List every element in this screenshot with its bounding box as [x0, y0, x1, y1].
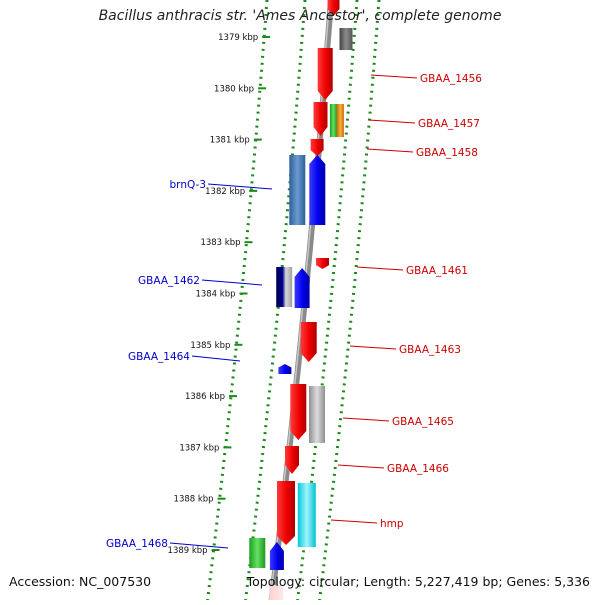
kbp-tick-label: 1386 kbp: [185, 392, 225, 402]
reverse-gene-leader: [356, 266, 404, 271]
reverse-gene-feature: [277, 481, 295, 545]
topology-text: Topology: circular; Length: 5,227,419 bp…: [246, 574, 590, 589]
reverse-gene-feature: [300, 322, 317, 362]
kbp-tick-label: 1380 kbp: [214, 84, 254, 94]
kbp-tick-label: 1383 kbp: [200, 238, 240, 248]
accession-text: Accession: NC_007530: [9, 574, 152, 589]
reverse-gene-leader: [342, 417, 390, 422]
kbp-tick-label: 1384 kbp: [195, 290, 235, 300]
inner-track-border: [206, 0, 269, 601]
reverse-gene-label: hmp: [380, 518, 404, 530]
reverse-gene-label: GBAA_1463: [399, 344, 461, 356]
forward-gene-label: GBAA_1462: [138, 275, 200, 287]
forward-gene-leader: [207, 183, 273, 190]
reverse-gene-feature: [336, 104, 344, 137]
reverse-gene-leader: [366, 148, 414, 153]
repeat-feature: [339, 28, 353, 50]
genome-title: Bacillus anthracis str. 'Ames Ancestor',…: [98, 8, 502, 24]
reverse-gene-label: GBAA_1466: [387, 463, 449, 475]
reverse-gene-label: GBAA_1458: [416, 147, 478, 159]
reverse-gene-feature: [290, 384, 307, 440]
outer-track-border: [318, 0, 381, 601]
reverse-gene-label: GBAA_1457: [418, 118, 480, 130]
kbp-tick-label: 1389 kbp: [168, 546, 208, 556]
forward-gene-leader: [191, 355, 241, 362]
reverse-gene-feature: [310, 139, 324, 156]
reverse-gene-feature: [316, 258, 329, 269]
reverse-gene-feature: [313, 102, 328, 136]
forward-gene-feature: [276, 267, 293, 307]
reverse-gene-label: GBAA_1465: [392, 416, 454, 428]
track-border: [296, 0, 359, 601]
forward-gene-label: GBAA_1468: [106, 538, 168, 550]
forward-gene-label: GBAA_1464: [128, 351, 190, 363]
kbp-tick-label: 1385 kbp: [190, 341, 230, 351]
reverse-gene-leader: [349, 345, 397, 350]
forward-gene-feature: [269, 542, 284, 570]
forward-gene-leader: [169, 542, 229, 549]
forward-gene-label: brnQ-3: [170, 179, 206, 191]
reverse-gene-feature: [309, 386, 325, 443]
reverse-gene-feature: [329, 104, 337, 137]
forward-gene-feature: [289, 155, 306, 225]
reverse-gene-feature: [317, 48, 333, 100]
reverse-gene-leader: [330, 519, 378, 524]
forward-gene-feature: [249, 538, 266, 568]
forward-gene-feature: [294, 268, 310, 308]
kbp-tick-label: 1387 kbp: [179, 443, 219, 453]
reverse-gene-leader: [368, 119, 416, 124]
kbp-tick-label: 1388 kbp: [174, 495, 214, 505]
reverse-gene-feature: [285, 446, 299, 474]
kbp-tick-label: 1382 kbp: [205, 187, 245, 197]
reverse-gene-leader: [370, 74, 418, 79]
kbp-tick-label: 1381 kbp: [210, 136, 250, 146]
reverse-gene-feature: [327, 0, 340, 16]
reverse-gene-feature: [297, 483, 316, 547]
reverse-gene-label: GBAA_1461: [406, 265, 468, 277]
reverse-gene-label: GBAA_1456: [420, 73, 482, 85]
reverse-gene-leader: [337, 464, 385, 469]
forward-gene-leader: [201, 279, 263, 286]
forward-gene-feature: [309, 155, 326, 225]
kbp-tick-label: 1379 kbp: [218, 33, 258, 43]
forward-gene-feature: [278, 364, 292, 374]
